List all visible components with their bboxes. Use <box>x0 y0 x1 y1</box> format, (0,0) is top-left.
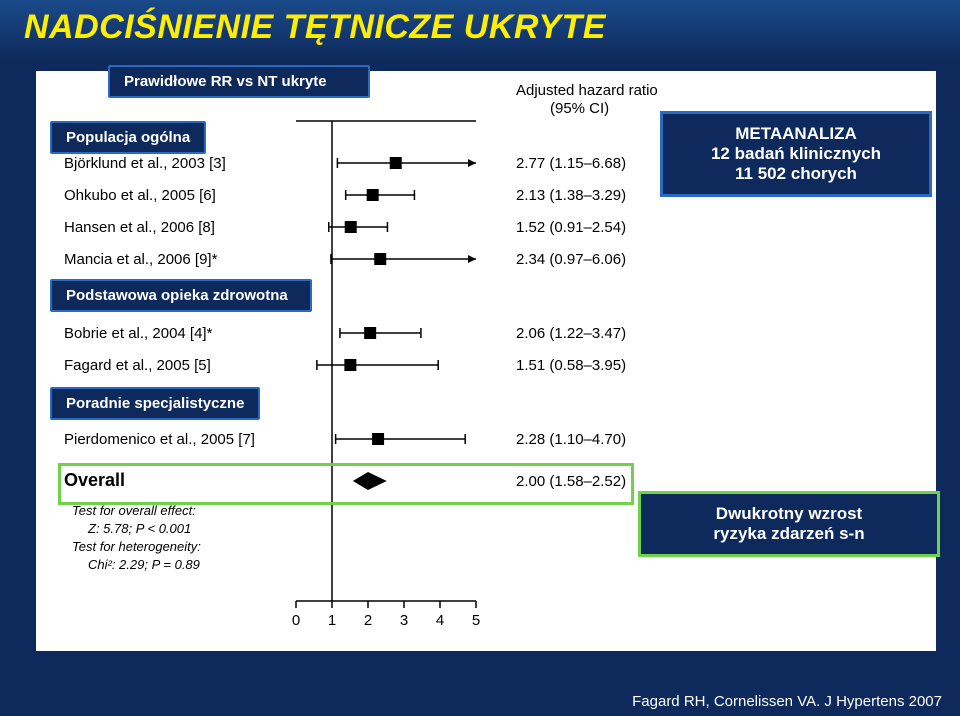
svg-text:Björklund et al., 2003 [3]: Björklund et al., 2003 [3] <box>64 155 226 172</box>
svg-text:Pierdomenico et al., 2005 [7]: Pierdomenico et al., 2005 [7] <box>64 431 255 448</box>
page-title: NADCIŚNIENIE TĘTNICZE UKRYTE <box>24 8 936 47</box>
svg-text:2.34 (0.97–6.06): 2.34 (0.97–6.06) <box>516 251 626 268</box>
meta-callout-title: METAANALIZA <box>681 124 911 144</box>
svg-text:Adjusted hazard ratio: Adjusted hazard ratio <box>516 82 658 99</box>
svg-text:2.13 (1.38–3.29): 2.13 (1.38–3.29) <box>516 187 626 204</box>
svg-text:Mancia et al., 2006 [9]*: Mancia et al., 2006 [9]* <box>64 251 218 268</box>
svg-text:Bobrie et al., 2004 [4]*: Bobrie et al., 2004 [4]* <box>64 325 213 342</box>
meta-callout: METAANALIZA 12 badań klinicznych 11 502 … <box>660 111 932 197</box>
svg-text:Chi²: 2.29; P = 0.89: Chi²: 2.29; P = 0.89 <box>88 557 200 572</box>
comparison-pill: Prawidłowe RR vs NT ukryte <box>108 65 370 98</box>
svg-text:Fagard et al., 2005 [5]: Fagard et al., 2005 [5] <box>64 357 211 374</box>
svg-text:2.00 (1.58–2.52): 2.00 (1.58–2.52) <box>516 473 626 490</box>
svg-text:Z: 5.78; P < 0.001: Z: 5.78; P < 0.001 <box>87 521 191 536</box>
group-pill-2: Podstawowa opieka zdrowotna <box>50 279 312 312</box>
svg-text:2.06 (1.22–3.47): 2.06 (1.22–3.47) <box>516 325 626 342</box>
svg-text:Test for overall effect:: Test for overall effect: <box>72 503 196 518</box>
svg-text:1: 1 <box>328 612 336 629</box>
svg-text:2: 2 <box>364 612 372 629</box>
svg-text:4: 4 <box>436 612 444 629</box>
svg-text:2.77 (1.15–6.68): 2.77 (1.15–6.68) <box>516 155 626 172</box>
forest-plot-panel: 0 1 2 3 4 5 Adjusted hazard ratio(95% CI) Björk… <box>36 71 936 651</box>
svg-text:1.51 (0.58–3.95): 1.51 (0.58–3.95) <box>516 357 626 374</box>
effect-line2: ryzyka zdarzeń s-n <box>659 524 919 544</box>
svg-text:Ohkubo et al., 2005 [6]: Ohkubo et al., 2005 [6] <box>64 187 216 204</box>
effect-line1: Dwukrotny wzrost <box>659 504 919 524</box>
citation: Fagard RH, Cornelissen VA. J Hypertens 2… <box>632 693 942 710</box>
svg-text:3: 3 <box>400 612 408 629</box>
meta-callout-line2: 11 502 chorych <box>681 164 911 184</box>
svg-text:Test for heterogeneity:: Test for heterogeneity: <box>72 539 201 554</box>
svg-text:1.52 (0.91–2.54): 1.52 (0.91–2.54) <box>516 219 626 236</box>
svg-text:Hansen et al., 2006 [8]: Hansen et al., 2006 [8] <box>64 219 215 236</box>
effect-callout: Dwukrotny wzrost ryzyka zdarzeń s-n <box>638 491 940 557</box>
svg-text:0: 0 <box>292 612 300 629</box>
svg-text:(95% CI): (95% CI) <box>550 100 609 117</box>
svg-text:5: 5 <box>472 612 480 629</box>
svg-text:Overall: Overall <box>64 470 125 490</box>
group-pill-1: Populacja ogólna <box>50 121 206 154</box>
group-pill-3: Poradnie specjalistyczne <box>50 387 260 420</box>
svg-text:2.28 (1.10–4.70): 2.28 (1.10–4.70) <box>516 431 626 448</box>
meta-callout-line1: 12 badań klinicznych <box>681 144 911 164</box>
